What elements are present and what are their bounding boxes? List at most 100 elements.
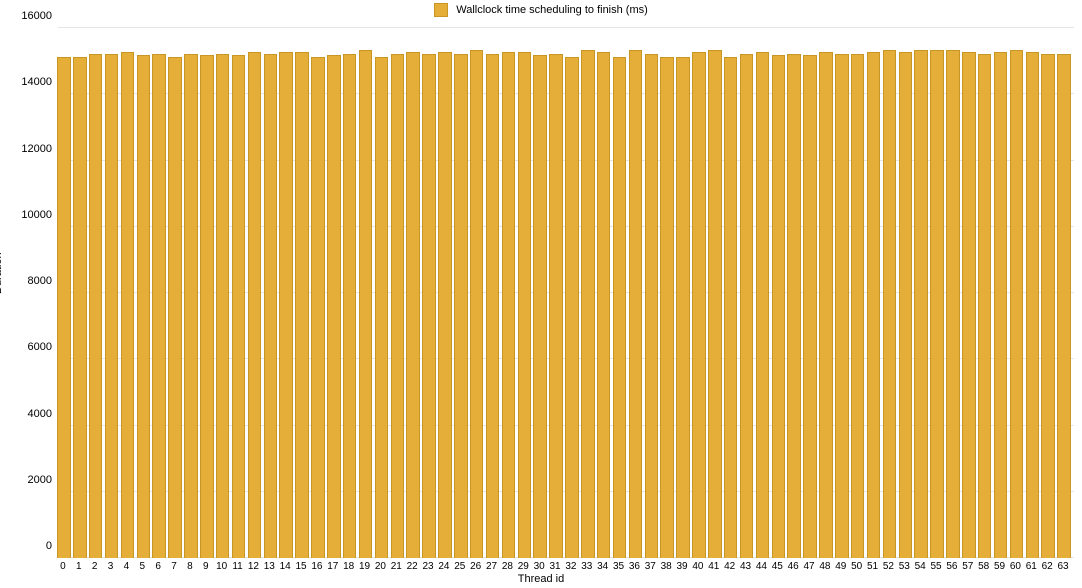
bar bbox=[486, 54, 499, 559]
x-tick-label: 31 bbox=[550, 558, 561, 572]
bar bbox=[89, 54, 102, 559]
plot-area: 0200040006000800010000120001400016000 01… bbox=[58, 28, 1074, 558]
bar bbox=[660, 57, 673, 558]
x-tick-label: 6 bbox=[155, 558, 161, 572]
bar bbox=[137, 55, 150, 558]
x-tick-label: 37 bbox=[645, 558, 656, 572]
bar bbox=[533, 55, 546, 558]
x-tick-label: 28 bbox=[502, 558, 513, 572]
x-tick-label: 7 bbox=[171, 558, 177, 572]
y-tick-label: 2000 bbox=[28, 474, 58, 486]
x-tick-label: 32 bbox=[565, 558, 576, 572]
bar bbox=[57, 57, 70, 558]
x-tick-label: 27 bbox=[486, 558, 497, 572]
x-tick-label: 63 bbox=[1058, 558, 1069, 572]
bar bbox=[930, 50, 943, 558]
x-tick-label: 38 bbox=[661, 558, 672, 572]
bar bbox=[470, 50, 483, 558]
bar bbox=[851, 54, 864, 559]
bar bbox=[1057, 54, 1070, 559]
bar bbox=[692, 52, 705, 558]
x-tick-label: 15 bbox=[296, 558, 307, 572]
x-tick-label: 2 bbox=[92, 558, 98, 572]
x-tick-label: 10 bbox=[216, 558, 227, 572]
x-tick-label: 5 bbox=[140, 558, 146, 572]
x-tick-label: 50 bbox=[851, 558, 862, 572]
x-tick-label: 23 bbox=[423, 558, 434, 572]
bar bbox=[914, 50, 927, 558]
x-tick-label: 39 bbox=[677, 558, 688, 572]
y-tick-label: 8000 bbox=[28, 275, 58, 287]
bar bbox=[803, 55, 816, 558]
bar bbox=[438, 52, 451, 558]
x-tick-label: 30 bbox=[534, 558, 545, 572]
x-axis-label: Thread id bbox=[0, 573, 1082, 585]
bar bbox=[613, 57, 626, 558]
y-tick-label: 0 bbox=[46, 540, 58, 552]
bar bbox=[581, 50, 594, 558]
x-tick-label: 46 bbox=[788, 558, 799, 572]
x-tick-label: 17 bbox=[327, 558, 338, 572]
bar bbox=[645, 54, 658, 559]
x-tick-label: 13 bbox=[264, 558, 275, 572]
bar bbox=[216, 54, 229, 559]
x-tick-label: 44 bbox=[756, 558, 767, 572]
x-tick-label: 34 bbox=[597, 558, 608, 572]
x-tick-label: 61 bbox=[1026, 558, 1037, 572]
x-tick-label: 8 bbox=[187, 558, 193, 572]
bar bbox=[549, 54, 562, 559]
y-tick-label: 10000 bbox=[21, 209, 58, 221]
bar bbox=[708, 50, 721, 558]
bar bbox=[311, 57, 324, 558]
bar bbox=[279, 52, 292, 558]
bar bbox=[184, 54, 197, 559]
bar bbox=[359, 50, 372, 558]
x-tick-label: 11 bbox=[232, 558, 242, 572]
bar bbox=[994, 52, 1007, 558]
x-tick-label: 53 bbox=[899, 558, 910, 572]
bar bbox=[629, 50, 642, 558]
bar bbox=[676, 57, 689, 558]
bar bbox=[73, 57, 86, 558]
x-tick-label: 33 bbox=[581, 558, 592, 572]
x-tick-label: 60 bbox=[1010, 558, 1021, 572]
x-tick-label: 3 bbox=[108, 558, 114, 572]
legend-swatch bbox=[434, 3, 448, 17]
x-tick-label: 62 bbox=[1042, 558, 1053, 572]
bar bbox=[962, 52, 975, 558]
x-tick-label: 55 bbox=[931, 558, 942, 572]
x-tick-label: 24 bbox=[438, 558, 449, 572]
bar bbox=[1026, 52, 1039, 558]
bar bbox=[152, 54, 165, 559]
bar bbox=[232, 55, 245, 558]
bar bbox=[724, 57, 737, 558]
y-axis-label: Duration bbox=[0, 252, 4, 294]
x-tick-label: 9 bbox=[203, 558, 209, 572]
x-tick-label: 40 bbox=[692, 558, 703, 572]
x-tick-label: 43 bbox=[740, 558, 751, 572]
x-tick-label: 36 bbox=[629, 558, 640, 572]
bar bbox=[787, 54, 800, 559]
bar bbox=[264, 54, 277, 559]
x-tick-label: 45 bbox=[772, 558, 783, 572]
bar bbox=[168, 57, 181, 558]
x-tick-label: 42 bbox=[724, 558, 735, 572]
x-tick-label: 47 bbox=[804, 558, 815, 572]
x-tick-label: 1 bbox=[76, 558, 82, 572]
bar bbox=[772, 55, 785, 558]
x-tick-label: 52 bbox=[883, 558, 894, 572]
bar bbox=[200, 55, 213, 558]
bar bbox=[502, 52, 515, 558]
x-tick-label: 35 bbox=[613, 558, 624, 572]
x-tick-label: 58 bbox=[978, 558, 989, 572]
x-tick-label: 0 bbox=[60, 558, 66, 572]
bar bbox=[327, 55, 340, 558]
x-tick-label: 51 bbox=[867, 558, 878, 572]
x-tick-label: 59 bbox=[994, 558, 1005, 572]
x-tick-label: 57 bbox=[962, 558, 973, 572]
bar bbox=[406, 52, 419, 558]
bar bbox=[375, 57, 388, 558]
x-tick-label: 41 bbox=[708, 558, 719, 572]
x-tick-label: 26 bbox=[470, 558, 481, 572]
bar bbox=[1041, 54, 1054, 559]
